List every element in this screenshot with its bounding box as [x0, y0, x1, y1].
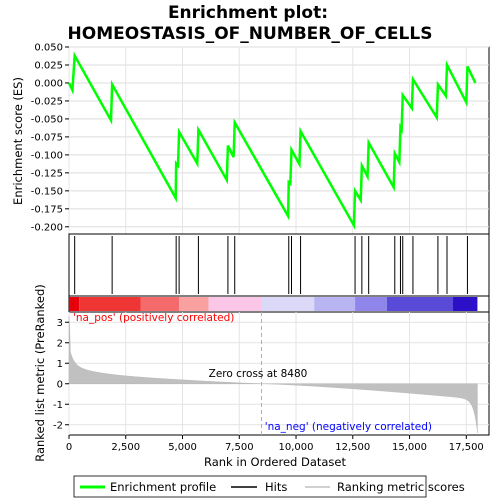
es-ytick-label: -0.175: [31, 204, 63, 215]
rank-colorbar: [68, 295, 490, 313]
es-ytick-label: -0.125: [31, 168, 63, 179]
es-ytick-label: -0.075: [31, 132, 63, 143]
es-ytick-label: -0.025: [31, 96, 63, 107]
x-tick-label: 15,000: [392, 442, 427, 453]
x-tick-label: 17,500: [449, 442, 484, 453]
colorbar-segment: [179, 297, 209, 311]
rank-metric-panel: 3 2 1 0 -1 -2 'na_pos' (positively correlated…: [33, 284, 490, 469]
rank-ytick-label: 3: [57, 318, 63, 329]
rank-panel-frame: [68, 311, 490, 436]
x-tick-label: 2,500: [111, 442, 140, 453]
hits-panel: [68, 233, 490, 297]
chart-legend: Enrichment profile Hits Ranking metric s…: [73, 475, 465, 498]
x-tick-label: 10,000: [279, 442, 314, 453]
ranking-metric-area: [68, 316, 478, 433]
colorbar-segment: [208, 297, 262, 311]
es-ytick-label: -0.150: [31, 186, 63, 197]
es-ytick-label: 0.000: [34, 78, 63, 89]
x-tick-label: 7,500: [225, 442, 254, 453]
hits-panel-frame: [68, 233, 490, 297]
chart-title-line1: Enrichment plot:: [168, 3, 328, 23]
chart-title-line2: HOMEOSTASIS_OF_NUMBER_OF_CELLS: [68, 24, 433, 44]
rank-ytick-label: -1: [53, 400, 63, 411]
colorbar-segment: [69, 297, 80, 311]
rank-ytick-label: 1: [57, 359, 63, 370]
legend-label-hits: Hits: [265, 480, 287, 494]
x-tick-label: 5,000: [168, 442, 197, 453]
negative-correlation-label: 'na_neg' (negatively correlated): [265, 421, 432, 433]
es-ytick-label: -0.200: [31, 222, 63, 233]
rank-ytick-label: 0: [57, 379, 63, 390]
rank-ytick-label: -2: [53, 420, 63, 431]
colorbar-segment: [386, 297, 453, 311]
legend-label-enrichment-profile: Enrichment profile: [110, 480, 216, 494]
colorbar-segment: [452, 297, 478, 311]
zero-cross-label: Zero cross at 8480: [209, 368, 308, 380]
colorbar-segment: [79, 297, 141, 311]
x-tick-label: 0: [66, 442, 72, 453]
positive-correlation-label: 'na_pos' (positively correlated): [73, 312, 234, 324]
colorbar-segment: [261, 297, 315, 311]
rank-ytick-label: 2: [57, 338, 63, 349]
es-panel: 0.050 0.025 0.000 -0.025 -0.050 -0.075 -0.100 -…: [11, 43, 490, 235]
es-ytick-label: -0.100: [31, 150, 63, 161]
legend-label-ranking-metric: Ranking metric scores: [337, 480, 465, 494]
colorbar-segment: [140, 297, 180, 311]
es-ytick-label: -0.050: [31, 114, 63, 125]
colorbar-segment: [314, 297, 356, 311]
es-ytick-label: 0.050: [34, 43, 63, 54]
es-panel-frame: [68, 46, 490, 235]
x-tick-label: 12,500: [335, 442, 370, 453]
enrichment-profile-line: [67, 51, 477, 230]
es-ytick-label: 0.025: [34, 60, 63, 71]
es-ylabel: Enrichment score (ES): [11, 77, 25, 205]
rank-ylabel: Ranked list metric (PreRanked): [33, 284, 47, 462]
colorbar-segment: [355, 297, 387, 311]
rank-xlabel: Rank in Ordered Dataset: [204, 455, 347, 469]
